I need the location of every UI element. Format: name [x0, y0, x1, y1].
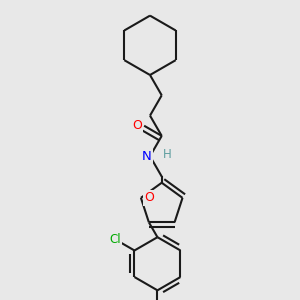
Text: O: O	[132, 118, 142, 132]
Text: N: N	[142, 150, 152, 163]
Text: O: O	[144, 191, 154, 204]
Text: H: H	[163, 148, 172, 161]
Text: Cl: Cl	[109, 233, 121, 246]
